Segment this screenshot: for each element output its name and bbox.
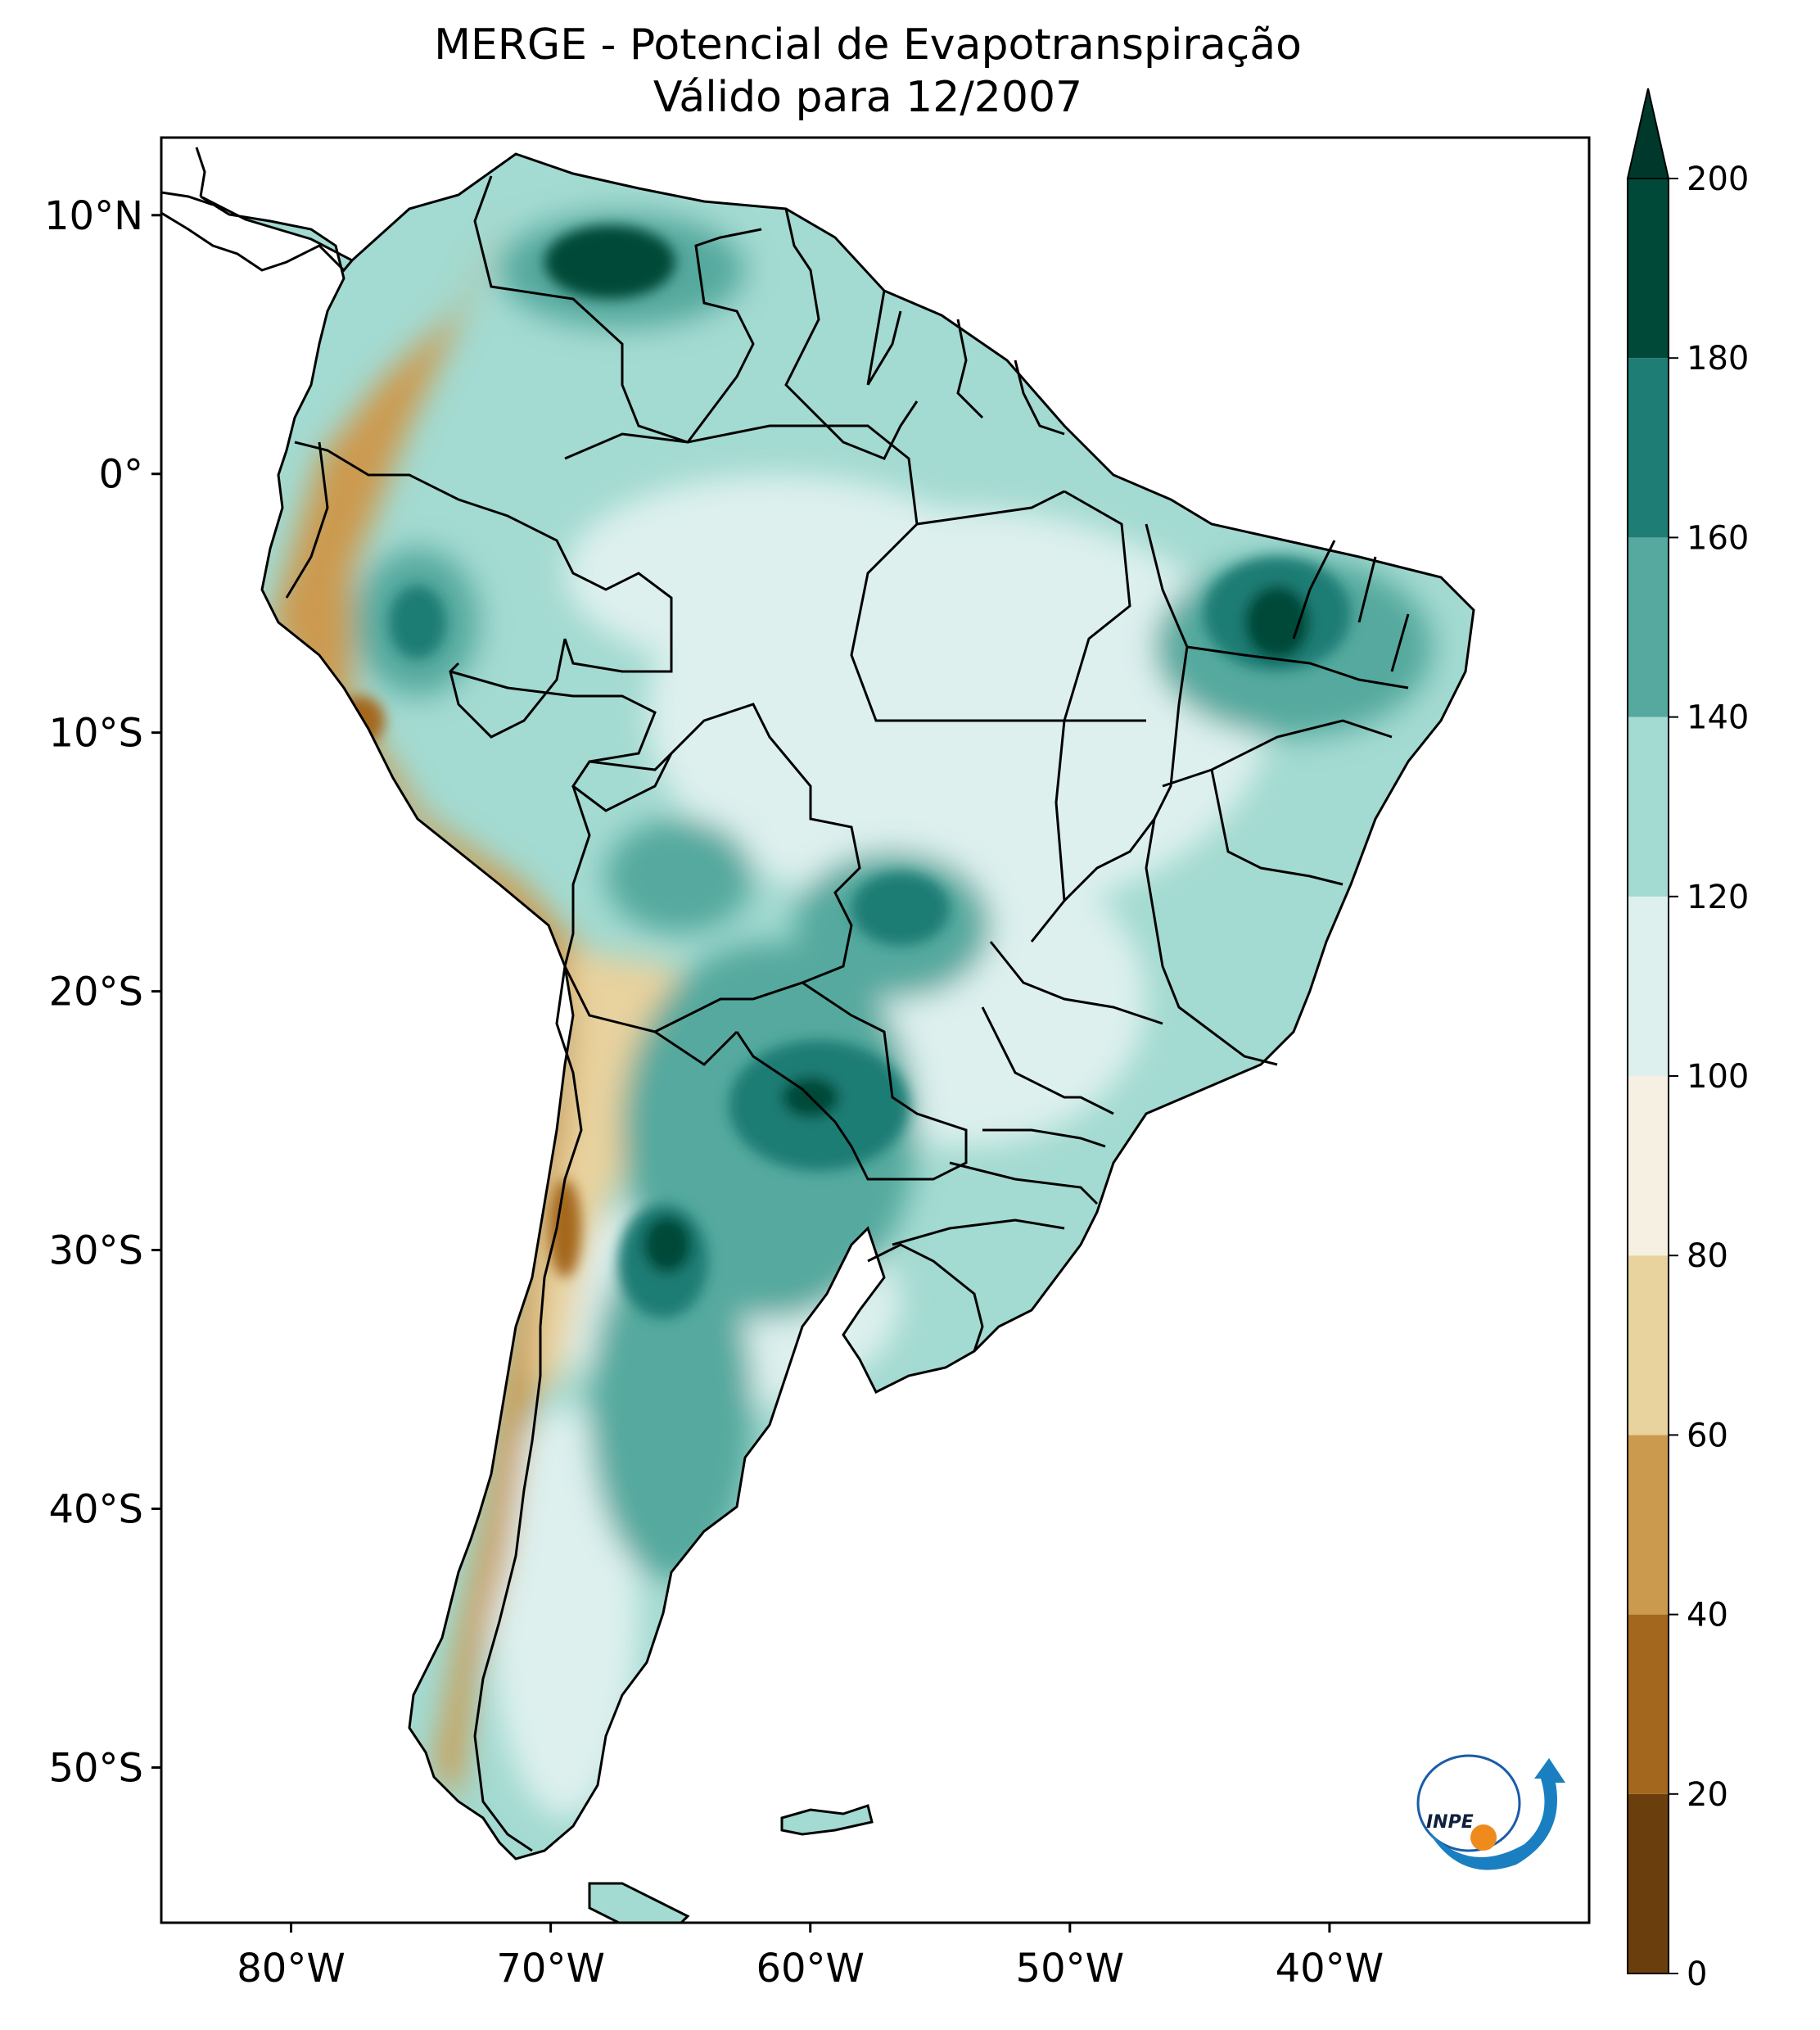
y-tick-label: 10°N (44, 193, 143, 239)
border-bolivia-brazil (589, 703, 861, 1001)
brazil-states (564, 424, 1410, 1246)
colorbar-tick-label: 20 (1687, 1776, 1728, 1814)
colorbar-bin (1628, 1255, 1669, 1435)
y-tick-label: 20°S (48, 970, 143, 1015)
colorbar-tick-label: 60 (1687, 1417, 1728, 1454)
logo-orbit-icon (1416, 1754, 1521, 1852)
x-tick-label: 40°W (1276, 1946, 1384, 1992)
logo-arrow-icon (1426, 1758, 1565, 1870)
coastline (200, 152, 1475, 1860)
border-argentina-bolivia (654, 1030, 738, 1066)
border-argentina-chile (473, 965, 583, 1852)
zone-amazon (565, 475, 991, 671)
colorbar-tick-label: 160 (1687, 519, 1749, 557)
colorbar-tick-label: 100 (1687, 1058, 1749, 1096)
inpe-logo: INPE (1416, 1754, 1565, 1870)
y-tick-label: 0° (98, 452, 143, 498)
x-tick-label: 80°W (237, 1946, 345, 1992)
colorbar-bin (1628, 1793, 1669, 1973)
zone-northeast-max (1244, 585, 1310, 659)
zone-patagonia (491, 1408, 639, 1818)
logo-text: INPE (1426, 1812, 1474, 1833)
zone-argentina-west (589, 1237, 753, 1580)
plot-area-frame (160, 136, 1591, 1924)
colorbar-bin (1628, 537, 1669, 717)
chart-title: MERGE - Potencial de Evapotranspiração (434, 20, 1302, 70)
border-guianas (784, 208, 1065, 460)
chart-subtitle: Válido para 12/2007 (653, 73, 1082, 122)
zone-mato-grosso-core (851, 872, 950, 946)
border-uruguay (867, 1243, 984, 1352)
central-america (161, 147, 354, 273)
y-tick-label: 40°S (48, 1486, 143, 1532)
y-tick-label: 10°S (48, 711, 143, 757)
zone-llanos-max (544, 225, 675, 299)
zone-pampas-max (643, 1216, 692, 1273)
x-tick-label: 70°W (496, 1946, 605, 1992)
colorbar-bin (1628, 1076, 1669, 1256)
y-tick-label: 50°S (48, 1745, 143, 1791)
colorbar-tick-label: 80 (1687, 1237, 1728, 1275)
x-axis: 80°W 70°W 60°W 50°W 40°W (237, 1923, 1384, 1992)
border-peru-brazil (449, 638, 673, 812)
colorbar-bin (1628, 358, 1669, 538)
country-borders (161, 147, 1475, 1923)
colorbar-bin (1628, 896, 1669, 1076)
zone-chile-andes-low (549, 1179, 581, 1277)
colorbar-bin (1628, 1614, 1669, 1794)
colorbar-tick-label: 40 (1687, 1597, 1728, 1634)
zone-peru-core (389, 585, 446, 659)
border-peru-bolivia (563, 785, 591, 967)
border-colombia-peru-ecuador (285, 441, 673, 673)
y-axis: 10°N 0° 10°S 20°S 30°S 40°S 50°S (44, 193, 161, 1791)
border-paraguay (735, 981, 968, 1181)
colorbar-bin (1628, 1435, 1669, 1615)
colorbar-tick-label: 200 (1687, 161, 1749, 198)
x-tick-label: 60°W (756, 1946, 865, 1992)
zone-peru-andes-low (336, 696, 385, 745)
evapotranspiration-field (201, 154, 1474, 1923)
border-colombia-venezuela (473, 175, 762, 444)
zone-bolivia-north (606, 819, 753, 934)
colorbar-bin (1628, 179, 1669, 359)
x-tick-label: 50°W (1016, 1946, 1125, 1992)
colorbar-tick-label: 180 (1687, 340, 1749, 378)
colorbar-tick-label: 0 (1687, 1955, 1707, 1993)
y-tick-label: 30°S (48, 1228, 143, 1274)
falklands (780, 1804, 874, 1836)
tierra-del-fuego (588, 1882, 690, 1923)
colorbar: 0 20 40 60 80 100 120 140 160 180 200 (1626, 88, 1749, 1993)
colorbar-tick-label: 120 (1687, 879, 1749, 916)
colorbar-bin (1628, 717, 1669, 897)
colorbar-tick-label: 140 (1687, 699, 1749, 737)
colorbar-extend-arrow (1626, 88, 1670, 179)
logo-sun-icon (1470, 1824, 1497, 1851)
